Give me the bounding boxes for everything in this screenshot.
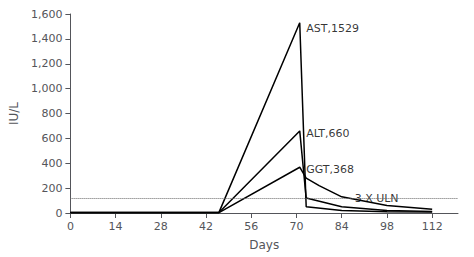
- svg-text:GGT,368: GGT,368: [306, 163, 354, 176]
- svg-text:98: 98: [380, 220, 394, 233]
- svg-text:200: 200: [41, 182, 62, 195]
- svg-text:70: 70: [289, 220, 303, 233]
- svg-text:42: 42: [199, 220, 213, 233]
- svg-text:3 X ULN: 3 X ULN: [354, 191, 399, 205]
- svg-text:84: 84: [335, 220, 349, 233]
- svg-text:0: 0: [67, 220, 74, 233]
- svg-text:600: 600: [41, 132, 62, 145]
- svg-text:28: 28: [154, 220, 168, 233]
- svg-text:0: 0: [55, 207, 62, 220]
- svg-text:14: 14: [109, 220, 123, 233]
- svg-text:1,000: 1,000: [31, 82, 63, 95]
- svg-text:ALT,660: ALT,660: [306, 127, 349, 140]
- svg-text:400: 400: [41, 157, 62, 170]
- svg-text:1,600: 1,600: [31, 8, 63, 21]
- svg-text:1,200: 1,200: [31, 57, 63, 70]
- svg-text:1,400: 1,400: [31, 32, 63, 45]
- svg-text:Days: Days: [249, 238, 279, 252]
- svg-text:112: 112: [422, 220, 443, 233]
- svg-text:56: 56: [244, 220, 258, 233]
- svg-text:IU/L: IU/L: [7, 102, 21, 125]
- svg-text:AST,1529: AST,1529: [306, 22, 359, 35]
- svg-text:800: 800: [41, 107, 62, 120]
